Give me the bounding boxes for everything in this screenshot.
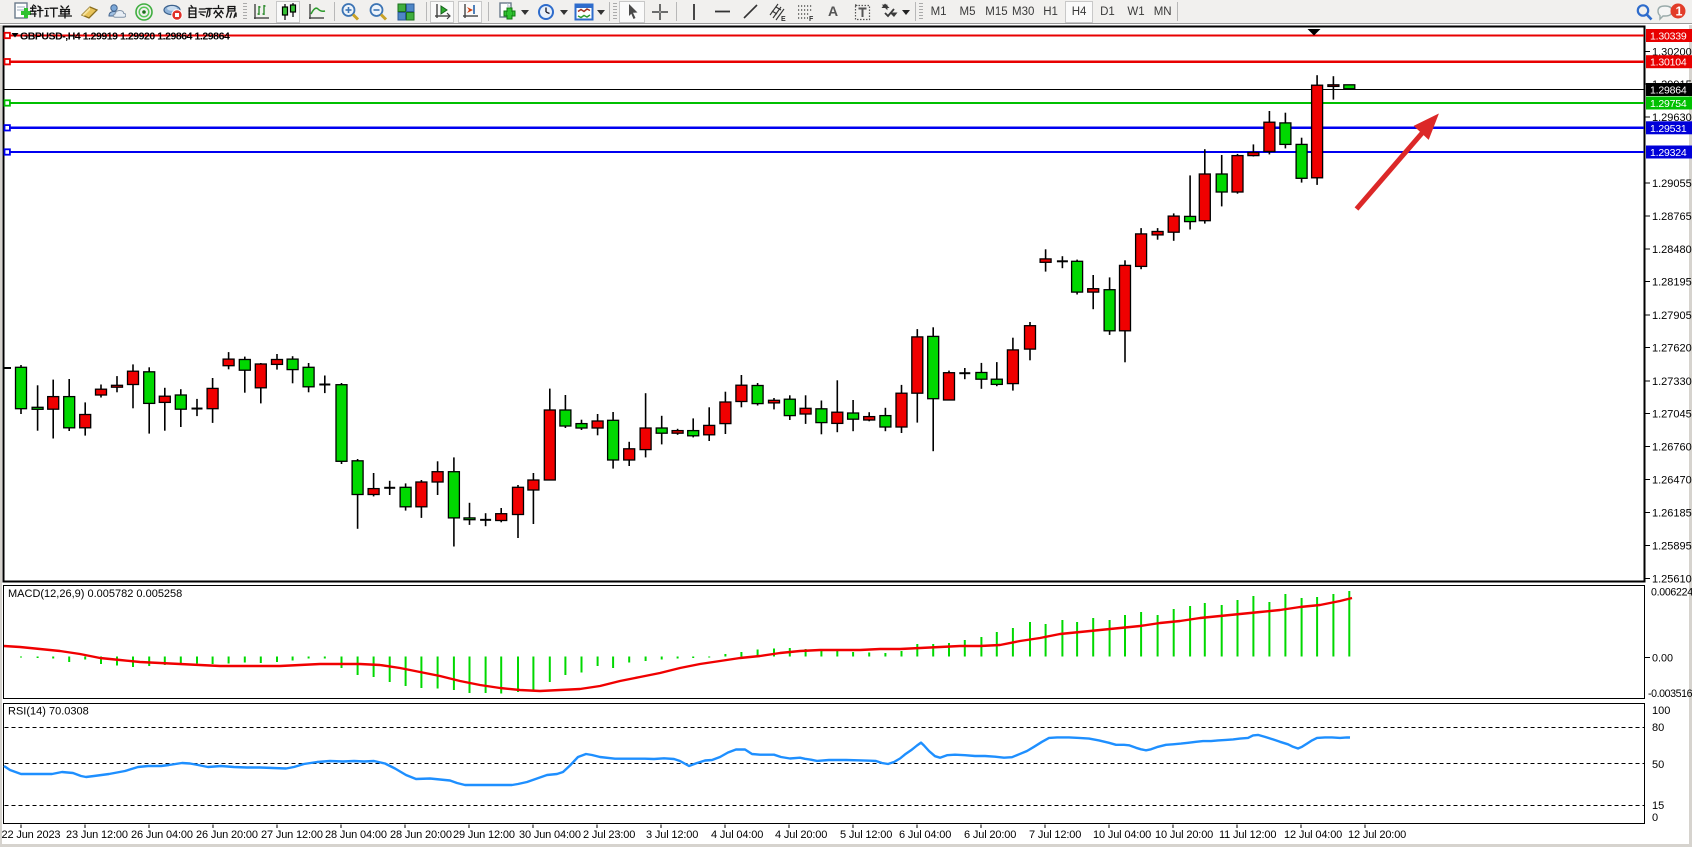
svg-text:15: 15 bbox=[1652, 800, 1664, 812]
svg-text:0: 0 bbox=[1652, 812, 1658, 824]
svg-text:1.27620: 1.27620 bbox=[1652, 343, 1692, 355]
svg-text:50: 50 bbox=[1652, 759, 1664, 771]
svg-text:1.29754: 1.29754 bbox=[1650, 98, 1687, 110]
svg-text:1.27905: 1.27905 bbox=[1652, 310, 1692, 322]
svg-text:0.006224: 0.006224 bbox=[1651, 587, 1692, 599]
svg-text:1.27330: 1.27330 bbox=[1652, 376, 1692, 388]
svg-text:11 Jul 12:00: 11 Jul 12:00 bbox=[1219, 829, 1276, 841]
svg-text:1.26470: 1.26470 bbox=[1652, 475, 1692, 487]
svg-text:5 Jul 12:00: 5 Jul 12:00 bbox=[840, 829, 892, 841]
svg-text:1.29630: 1.29630 bbox=[1652, 112, 1692, 124]
svg-text:1.27045: 1.27045 bbox=[1652, 409, 1692, 421]
svg-text:80: 80 bbox=[1652, 722, 1664, 734]
svg-text:1.25895: 1.25895 bbox=[1652, 541, 1692, 553]
svg-text:6 Jul 20:00: 6 Jul 20:00 bbox=[964, 829, 1016, 841]
svg-text:10 Jul 04:00: 10 Jul 04:00 bbox=[1093, 829, 1151, 841]
svg-text:RSI(14) 70.0308: RSI(14) 70.0308 bbox=[8, 706, 89, 718]
svg-text:30 Jun 04:00: 30 Jun 04:00 bbox=[519, 829, 581, 841]
svg-text:1.28480: 1.28480 bbox=[1652, 244, 1692, 256]
svg-text:28 Jun 04:00: 28 Jun 04:00 bbox=[325, 829, 387, 841]
svg-text:4 Jul 04:00: 4 Jul 04:00 bbox=[711, 829, 763, 841]
svg-text:0.00: 0.00 bbox=[1652, 653, 1673, 665]
svg-text:1.26760: 1.26760 bbox=[1652, 441, 1692, 453]
svg-text:1.30104: 1.30104 bbox=[1650, 57, 1687, 69]
svg-text:1.28765: 1.28765 bbox=[1652, 211, 1692, 223]
svg-text:26 Jun 04:00: 26 Jun 04:00 bbox=[131, 829, 193, 841]
svg-text:1.25610: 1.25610 bbox=[1652, 573, 1692, 585]
svg-text:E: E bbox=[781, 16, 786, 22]
svg-text:MACD(12,26,9) 0.005782 0.00525: MACD(12,26,9) 0.005782 0.005258 bbox=[8, 588, 182, 600]
svg-text:1.28195: 1.28195 bbox=[1652, 277, 1692, 289]
svg-text:12 Jul 20:00: 12 Jul 20:00 bbox=[1348, 829, 1406, 841]
svg-text:GBPUSD-,H4 1.29919 1.29920 1.: GBPUSD-,H4 1.29919 1.29920 1.29864 1.298… bbox=[20, 31, 230, 43]
svg-text:1.26185: 1.26185 bbox=[1652, 507, 1692, 519]
svg-text:1.29055: 1.29055 bbox=[1652, 178, 1692, 190]
svg-text:28 Jun 20:00: 28 Jun 20:00 bbox=[390, 829, 452, 841]
svg-text:4 Jul 20:00: 4 Jul 20:00 bbox=[775, 829, 827, 841]
svg-text:7 Jul 12:00: 7 Jul 12:00 bbox=[1029, 829, 1081, 841]
svg-text:10 Jul 20:00: 10 Jul 20:00 bbox=[1155, 829, 1213, 841]
svg-text:2 Jul 23:00: 2 Jul 23:00 bbox=[583, 829, 635, 841]
svg-text:F: F bbox=[809, 16, 814, 22]
svg-text:100: 100 bbox=[1652, 705, 1670, 717]
svg-text:1.29864: 1.29864 bbox=[1650, 85, 1687, 97]
svg-text:23 Jun 12:00: 23 Jun 12:00 bbox=[66, 829, 128, 841]
svg-text:1: 1 bbox=[1676, 5, 1683, 19]
svg-text:1.29531: 1.29531 bbox=[1650, 123, 1687, 135]
svg-text:27 Jun 12:00: 27 Jun 12:00 bbox=[261, 829, 323, 841]
svg-text:3 Jul 12:00: 3 Jul 12:00 bbox=[646, 829, 698, 841]
svg-text:22 Jun 2023: 22 Jun 2023 bbox=[2, 829, 61, 841]
svg-text:-0.003516: -0.003516 bbox=[1648, 688, 1692, 700]
svg-text:26 Jun 20:00: 26 Jun 20:00 bbox=[196, 829, 258, 841]
svg-text:6 Jul 04:00: 6 Jul 04:00 bbox=[899, 829, 951, 841]
svg-text:1.30339: 1.30339 bbox=[1650, 31, 1687, 43]
svg-text:29 Jun 12:00: 29 Jun 12:00 bbox=[453, 829, 515, 841]
svg-text:1.29324: 1.29324 bbox=[1650, 147, 1687, 159]
svg-text:12 Jul 04:00: 12 Jul 04:00 bbox=[1284, 829, 1342, 841]
